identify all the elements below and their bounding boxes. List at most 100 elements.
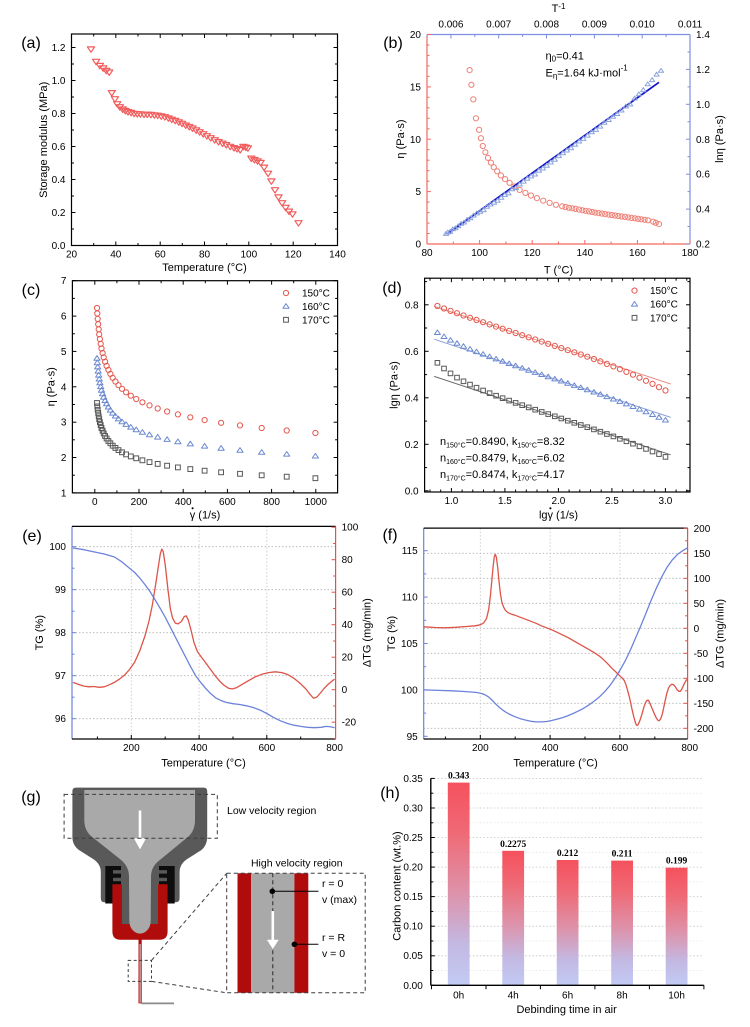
svg-text:140: 140 (576, 248, 593, 259)
svg-text:100: 100 (401, 685, 418, 696)
svg-text:η (Pa·s): η (Pa·s) (46, 367, 58, 406)
svg-text:50: 50 (694, 599, 706, 610)
svg-text:(e): (e) (22, 528, 42, 545)
svg-text:160: 160 (629, 248, 646, 259)
svg-text:0.008: 0.008 (534, 20, 559, 31)
svg-text:η0=0.41: η0=0.41 (546, 51, 584, 64)
svg-text:0.30: 0.30 (403, 804, 423, 815)
svg-text:400: 400 (175, 497, 192, 508)
svg-text:0.2: 0.2 (696, 240, 710, 251)
svg-text:7: 7 (61, 276, 67, 287)
svg-text:0.006: 0.006 (438, 20, 463, 31)
svg-text:0: 0 (92, 497, 98, 508)
svg-text:0: 0 (694, 624, 700, 635)
svg-text:0.4: 0.4 (52, 175, 66, 186)
svg-text:0.009: 0.009 (582, 20, 607, 31)
svg-text:1.2: 1.2 (52, 43, 66, 54)
svg-text:60: 60 (155, 250, 167, 261)
svg-text:5: 5 (415, 187, 421, 198)
svg-text:800: 800 (263, 497, 280, 508)
svg-text:0.6: 0.6 (52, 142, 66, 153)
svg-text:(b): (b) (383, 35, 403, 52)
svg-text:800: 800 (681, 743, 698, 754)
svg-text:T (°C): T (°C) (544, 265, 573, 277)
svg-text:120: 120 (285, 250, 302, 261)
svg-text:1.2: 1.2 (696, 65, 710, 76)
svg-text:1.5: 1.5 (498, 496, 512, 507)
svg-text:Carbon content (wt.%): Carbon content (wt.%) (392, 831, 404, 940)
svg-text:160°C: 160°C (650, 300, 678, 311)
svg-text:r = R: r = R (322, 932, 345, 944)
svg-text:1.0: 1.0 (52, 76, 66, 87)
svg-text:97: 97 (55, 671, 67, 682)
svg-text:0.2275: 0.2275 (500, 840, 526, 850)
svg-text:Storage modulus (MPa): Storage modulus (MPa) (38, 82, 50, 198)
svg-text:0.011: 0.011 (678, 20, 703, 31)
svg-text:0.010: 0.010 (630, 20, 655, 31)
svg-text:200: 200 (472, 743, 489, 754)
svg-text:0.25: 0.25 (403, 833, 423, 844)
svg-text:0.0: 0.0 (52, 241, 66, 252)
svg-text:80: 80 (342, 555, 354, 566)
svg-text:170°C: 170°C (302, 315, 330, 326)
svg-text:115: 115 (402, 546, 418, 557)
svg-text:0.211: 0.211 (612, 850, 633, 860)
svg-text:(g): (g) (21, 789, 41, 806)
svg-text:600: 600 (219, 497, 236, 508)
svg-text:Temperature (°C): Temperature (°C) (161, 758, 245, 770)
svg-text:800: 800 (326, 743, 343, 754)
svg-text:0.007: 0.007 (486, 20, 511, 31)
svg-text:400: 400 (542, 743, 559, 754)
svg-text:99: 99 (55, 585, 67, 596)
svg-text:0.2: 0.2 (52, 208, 66, 219)
svg-text:1000: 1000 (305, 497, 328, 508)
svg-text:160°C: 160°C (302, 302, 330, 313)
svg-text:600: 600 (612, 743, 629, 754)
svg-text:(h): (h) (380, 785, 400, 802)
svg-text:0.2: 0.2 (405, 440, 419, 451)
svg-text:4: 4 (61, 382, 67, 393)
svg-text:200: 200 (694, 524, 711, 535)
svg-text:120: 120 (524, 248, 541, 259)
svg-text:1: 1 (61, 488, 67, 499)
svg-text:0.4: 0.4 (696, 205, 710, 216)
svg-text:0.8: 0.8 (696, 135, 710, 146)
svg-text:-200: -200 (694, 724, 714, 735)
svg-text:150°C: 150°C (302, 289, 330, 300)
svg-text:γ (1/s): γ (1/s) (190, 510, 221, 522)
svg-text:15: 15 (410, 82, 422, 93)
svg-text:20: 20 (342, 653, 354, 664)
svg-text:105: 105 (401, 639, 418, 650)
svg-text:TG (%): TG (%) (386, 616, 398, 651)
svg-text:170°C: 170°C (650, 313, 678, 324)
svg-text:-150: -150 (694, 699, 714, 710)
svg-text:(f): (f) (382, 527, 397, 544)
svg-text:4h: 4h (508, 990, 519, 1001)
svg-text:3.0: 3.0 (658, 496, 672, 507)
svg-text:400: 400 (191, 743, 208, 754)
svg-text:80: 80 (421, 248, 433, 259)
svg-text:(c): (c) (22, 282, 41, 299)
svg-text:20: 20 (66, 250, 78, 261)
svg-text:(d): (d) (382, 280, 402, 297)
svg-text:0: 0 (415, 240, 421, 251)
svg-text:6h: 6h (562, 990, 573, 1001)
svg-text:95: 95 (407, 732, 419, 743)
svg-text:lgγ (1/s): lgγ (1/s) (539, 510, 578, 522)
svg-text:r = 0: r = 0 (322, 878, 343, 890)
svg-text:20: 20 (410, 30, 422, 41)
svg-text:110: 110 (402, 593, 418, 604)
svg-text:Temperature (°C): Temperature (°C) (162, 262, 246, 274)
svg-text:0.10: 0.10 (403, 922, 423, 933)
svg-text:98: 98 (55, 628, 67, 639)
svg-text:High velocity region: High velocity region (251, 858, 343, 870)
svg-text:0.4: 0.4 (405, 393, 419, 404)
svg-text:η (Pa·s): η (Pa·s) (395, 119, 407, 158)
svg-text:1.0: 1.0 (696, 100, 710, 111)
svg-text:80: 80 (199, 250, 211, 261)
svg-text:Low velocity region: Low velocity region (227, 805, 316, 817)
svg-text:200: 200 (123, 743, 140, 754)
svg-text:100: 100 (342, 523, 359, 534)
svg-text:100: 100 (694, 574, 711, 585)
svg-text:2.0: 2.0 (551, 496, 565, 507)
